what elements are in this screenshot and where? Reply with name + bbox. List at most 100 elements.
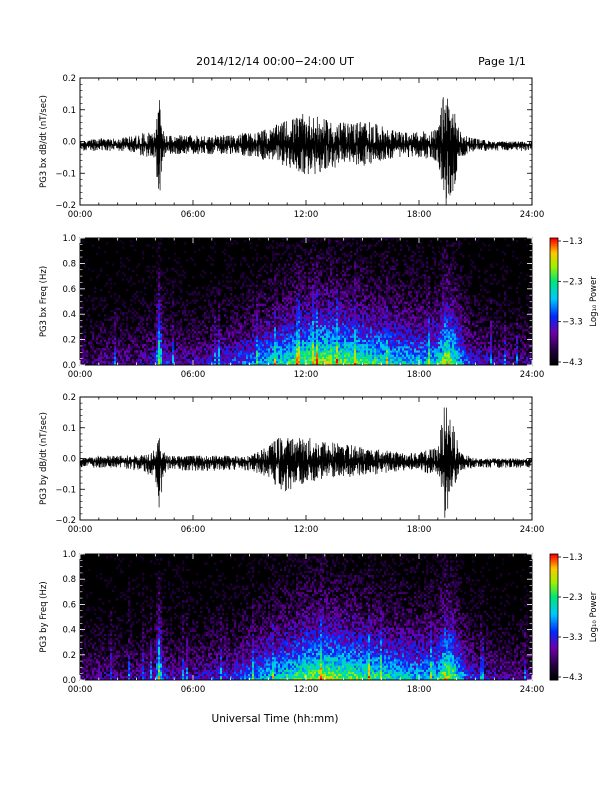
- spectrogram-cell: [274, 297, 277, 300]
- spectrogram-cell: [232, 309, 235, 313]
- spectrogram-cell: [162, 333, 165, 336]
- spectrogram-cell: [216, 348, 219, 351]
- spectrogram-cell: [328, 320, 331, 323]
- spectrogram-cell: [366, 271, 369, 275]
- spectrogram-cell: [266, 341, 269, 345]
- spectrogram-cell: [310, 356, 313, 359]
- spectrogram-cell: [358, 352, 361, 355]
- spectrogram-cell: [316, 307, 319, 311]
- spectrogram-cell: [182, 345, 185, 349]
- spectrogram-cell: [164, 276, 167, 279]
- spectrogram-cell: [348, 360, 351, 364]
- spectrogram-cell: [346, 278, 349, 281]
- spectrogram-cell: [288, 345, 291, 349]
- spectrogram-cell: [260, 295, 263, 298]
- spectrogram-cell: [102, 348, 105, 351]
- spectrogram-cell: [298, 271, 301, 275]
- spectrogram-cell: [288, 254, 291, 258]
- spectrogram-cell: [310, 352, 313, 355]
- spectrogram-cell: [348, 320, 351, 323]
- spectrogram-cell: [380, 307, 383, 311]
- spectrogram-cell: [370, 290, 373, 294]
- spectrogram-cell: [336, 267, 339, 271]
- spectrogram-cell: [106, 282, 109, 285]
- spectrogram-cell: [376, 312, 379, 315]
- spectrogram-cell: [126, 358, 129, 362]
- spectrogram-cell: [154, 318, 157, 321]
- spectrogram-cell: [224, 358, 227, 362]
- spectrogram-cell: [306, 352, 309, 355]
- spectrogram-cell: [378, 299, 381, 302]
- spectrogram-cell: [190, 309, 193, 313]
- spectrogram-cell: [234, 358, 237, 362]
- spectrogram-cell: [82, 240, 85, 243]
- spectrogram-cell: [372, 337, 375, 340]
- spectrogram-cell: [314, 286, 317, 290]
- spectrogram-cell: [218, 354, 221, 357]
- spectrogram-cell: [198, 341, 201, 345]
- spectrogram-cell: [332, 288, 335, 292]
- spectrogram-cell: [156, 290, 159, 294]
- spectrogram-cell: [332, 271, 335, 275]
- spectrogram-cell: [154, 352, 157, 355]
- spectrogram-cell: [370, 316, 373, 319]
- spectrogram-cell: [284, 271, 287, 275]
- spectrogram-cell: [270, 297, 273, 300]
- spectrogram-cell: [180, 280, 183, 283]
- spectrogram-cell: [306, 333, 309, 336]
- spectrogram-cell: [312, 257, 315, 260]
- spectrogram-cell: [160, 314, 163, 317]
- spectrogram-cell: [350, 326, 353, 330]
- spectrogram-cell: [146, 348, 149, 351]
- spectrogram-cell: [312, 339, 315, 343]
- spectrogram-cell: [300, 324, 303, 328]
- spectrogram-cell: [206, 343, 209, 347]
- spectrogram-cell: [380, 276, 383, 279]
- spectrogram-cell: [272, 331, 275, 334]
- spectrogram-cell: [358, 360, 361, 364]
- spectrogram-cell: [356, 280, 359, 283]
- spectrogram-cell: [160, 271, 163, 275]
- spectrogram-cell: [334, 348, 337, 351]
- spectrogram-cell: [108, 331, 111, 334]
- spectrogram-cell: [102, 350, 105, 353]
- spectrogram-cell: [376, 358, 379, 362]
- spectrogram-cell: [110, 278, 113, 281]
- spectrogram-cell: [178, 352, 181, 355]
- spectrogram-cell: [246, 309, 249, 313]
- spectrogram-cell: [326, 362, 329, 366]
- spectrogram-cell: [300, 297, 303, 300]
- spectrogram-cell: [378, 286, 381, 290]
- spectrogram-cell: [350, 360, 353, 364]
- spectrogram-cell: [308, 341, 311, 345]
- spectrogram-cell: [252, 288, 255, 292]
- spectrogram-cell: [146, 360, 149, 364]
- spectrogram-cell: [340, 354, 343, 357]
- spectrogram-cell: [344, 352, 347, 355]
- spectrogram-cell: [350, 316, 353, 319]
- spectrogram-cell: [80, 305, 83, 309]
- spectrogram-cell: [342, 244, 345, 247]
- spectrogram-cell: [228, 345, 231, 349]
- spectrogram-cell: [304, 326, 307, 330]
- spectrogram-cell: [348, 297, 351, 300]
- spectrogram-cell: [350, 290, 353, 294]
- spectrogram-cell: [338, 257, 341, 260]
- spectrogram-cell: [326, 303, 329, 307]
- spectrogram-cell: [316, 288, 319, 292]
- spectrogram-cell: [246, 341, 249, 345]
- spectrogram-cell: [346, 360, 349, 364]
- spectrogram-cell: [338, 356, 341, 359]
- spectrogram-cell: [364, 335, 367, 338]
- spectrogram-cell: [334, 261, 337, 264]
- spectrogram-cell: [366, 284, 369, 287]
- spectrogram-cell: [262, 345, 265, 349]
- spectrogram-cell: [328, 337, 331, 340]
- spectrogram-cell: [314, 352, 317, 355]
- spectrogram-cell: [230, 242, 233, 245]
- spectrogram-cell: [150, 309, 153, 313]
- spectrogram-cell: [378, 348, 381, 351]
- spectrogram-cell: [298, 280, 301, 283]
- spectrogram-cell: [360, 343, 363, 347]
- spectrogram-cell: [160, 299, 163, 302]
